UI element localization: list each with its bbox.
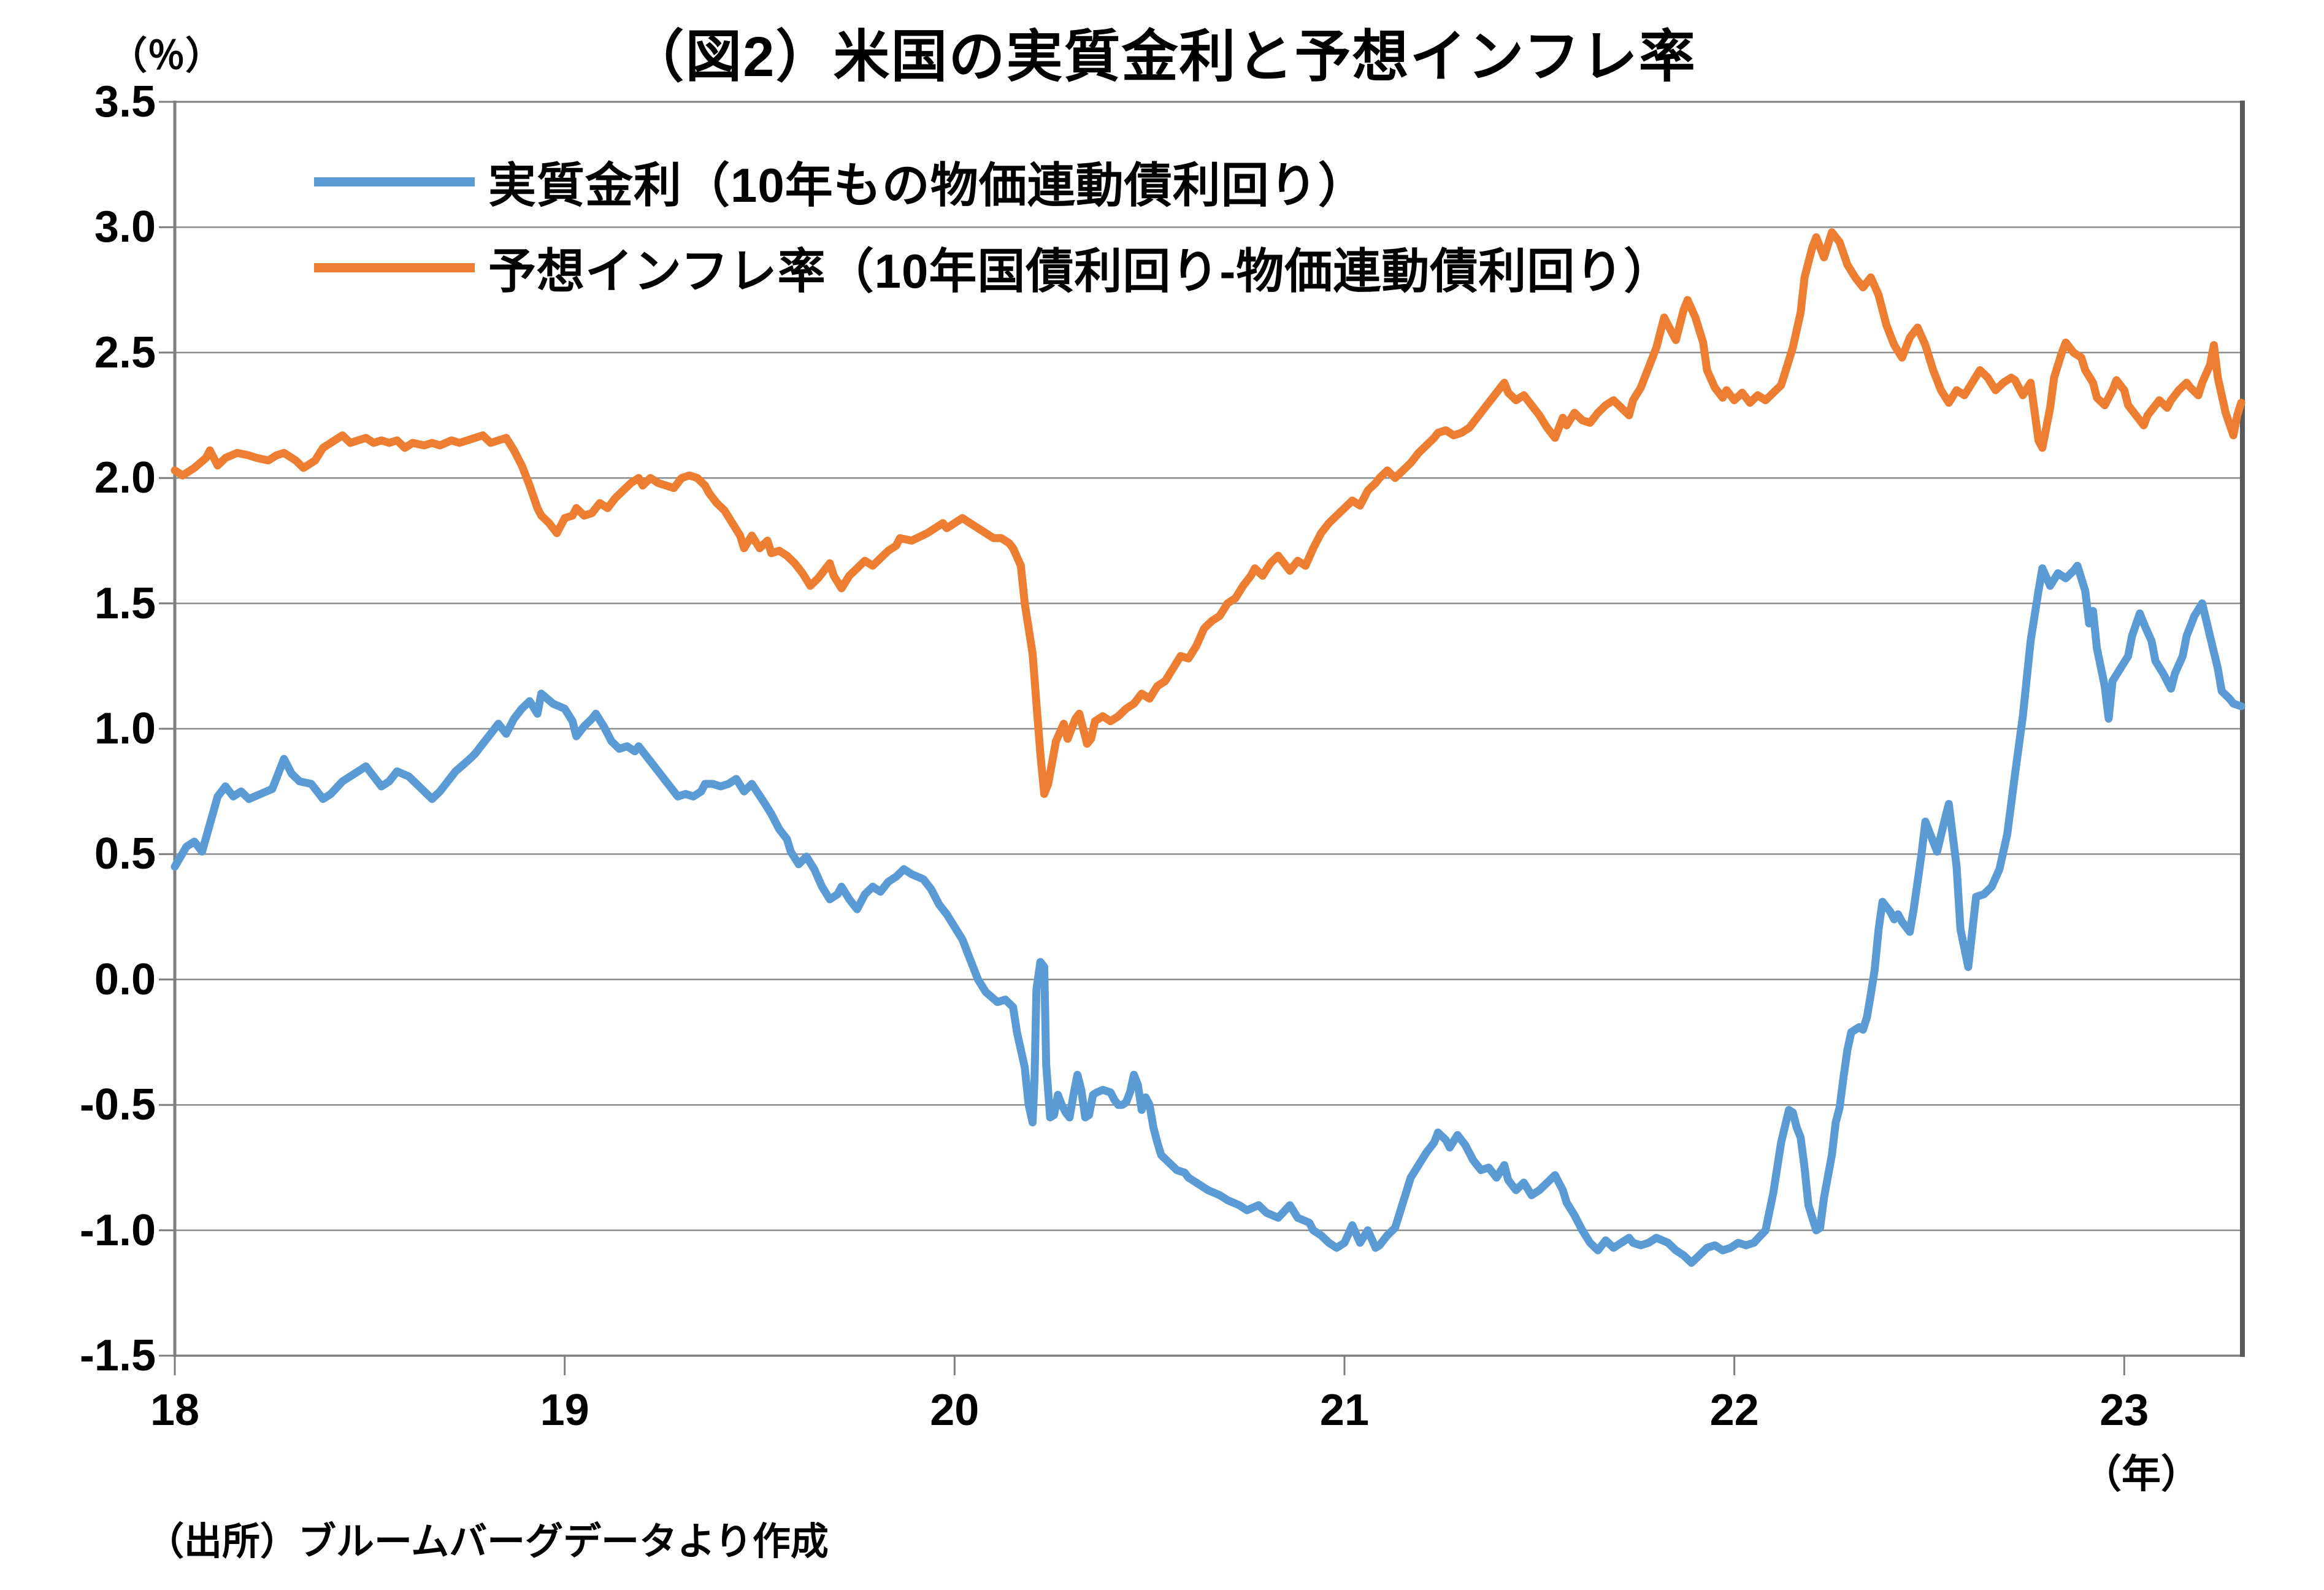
legend: 実質金利（10年もの物価連動債利回り） 予想インフレ率（10年国債利回り-物価連… [314, 147, 1672, 319]
y-axis-label: 1.5 [94, 578, 156, 628]
y-axis-label: 2.0 [94, 453, 156, 503]
real-rate-line [171, 561, 2245, 1267]
x-axis-label: 21 [1319, 1386, 1370, 1435]
real-rate-line-swatch [314, 177, 475, 186]
y-axis-label: 3.5 [94, 77, 156, 126]
y-axis-label: -1.0 [79, 1205, 156, 1255]
expected-inflation-line-swatch [314, 263, 475, 272]
legend-item-real-rate: 実質金利（10年もの物価連動債利回り） [314, 147, 1672, 216]
y-axis-label: 0.0 [94, 954, 156, 1004]
y-axis-unit-label: （％） [109, 35, 224, 77]
x-axis-label: 20 [930, 1386, 980, 1435]
legend-label-real-rate: 実質金利（10年もの物価連動債利回り） [488, 158, 1367, 212]
expected-inflation-line [171, 228, 2245, 798]
x-axis-label: 18 [150, 1386, 200, 1435]
x-axis-label: 19 [540, 1386, 589, 1435]
legend-item-expected-inflation: 予想インフレ率（10年国債利回り-物価連動債利回り） [314, 233, 1672, 302]
y-axis-label: -1.5 [79, 1331, 156, 1380]
x-axis-label: 22 [1709, 1386, 1759, 1435]
x-axis-unit-label: （年） [2082, 1452, 2200, 1496]
y-axis-label: 3.0 [94, 202, 156, 252]
legend-label-expected-inflation: 予想インフレ率（10年国債利回り-物価連動債利回り） [488, 244, 1673, 298]
y-axis-label: 2.5 [94, 328, 156, 377]
y-axis-label: 0.5 [94, 829, 156, 879]
source-note: （出所）ブルームバーグデータより作成 [146, 1521, 829, 1563]
y-axis-label: 1.0 [94, 704, 156, 753]
chart-title: （図2）米国の実質金利と予想インフレ率 [627, 26, 1697, 88]
y-axis-label: -0.5 [79, 1080, 156, 1130]
x-axis-label: 23 [2100, 1386, 2149, 1435]
